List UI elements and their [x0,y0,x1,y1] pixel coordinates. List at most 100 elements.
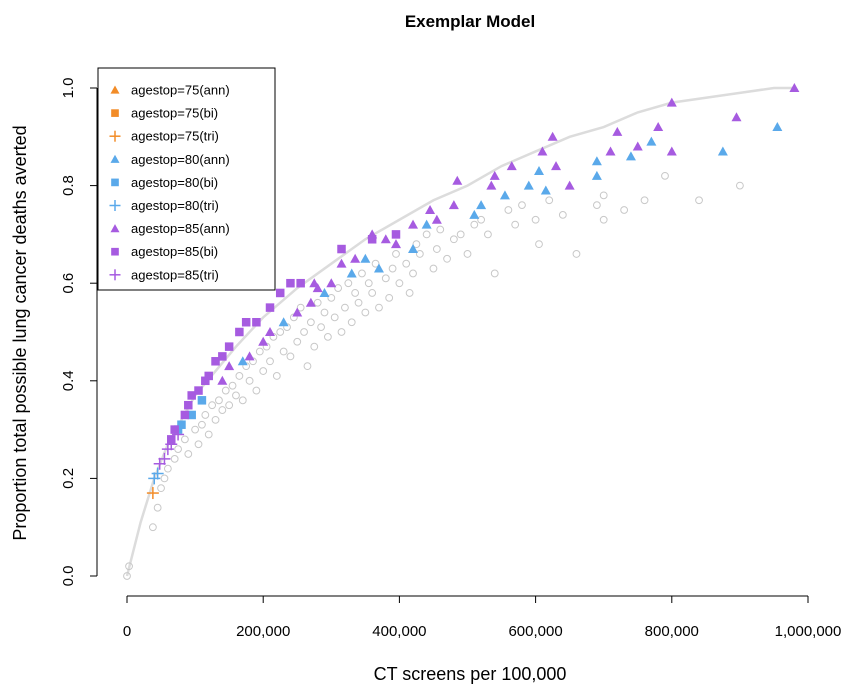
background-point [327,293,336,302]
background-point [347,318,356,327]
legend-item: agestop=85(ann) [110,221,230,236]
chart-title: Exemplar Model [405,12,535,31]
legend-marker [111,178,119,187]
data-point [666,146,677,156]
background-point [163,464,172,473]
background-point [125,562,133,571]
background-point [490,269,499,278]
background-point [259,367,268,375]
background-point [443,254,451,263]
background-point [293,337,302,346]
data-point [772,122,783,132]
background-point [351,289,360,297]
legend-marker [109,200,121,211]
background-point [640,196,649,205]
x-tick-label: 800,000 [645,623,699,640]
legend: agestop=75(ann) agestop=75(bi) agestop=75(… [97,67,276,291]
background-point [238,396,247,405]
y-tick-label: 0.6 [60,273,77,294]
background-point [255,347,264,356]
background-point [123,572,131,580]
data-point [431,214,442,224]
data-point [172,428,185,441]
legend-item: agestop=75(bi) [111,106,218,121]
data-point [380,234,391,244]
background-point [208,401,217,410]
background-point [303,362,312,371]
data-point [235,327,244,337]
background-point [184,450,193,458]
background-point [300,328,308,336]
legend-label: agestop=75(bi) [131,106,218,121]
y-tick-label: 1.0 [60,78,77,99]
data-point [278,317,289,327]
background-point [313,298,322,307]
data-point [547,131,558,141]
x-axis-label: CT screens per 100,000 [374,664,567,684]
background-point [330,313,339,322]
legend-marker [110,224,120,233]
data-point [218,352,227,361]
background-point [375,303,383,312]
data-point [421,219,432,229]
background-point [531,215,540,224]
data-point [789,83,800,92]
data-point [731,112,742,122]
data-point [265,303,275,312]
data-point [360,253,371,263]
data-point [244,351,255,361]
background-point [484,230,492,239]
data-point [187,391,196,400]
background-point [422,230,431,239]
background-point [388,264,397,273]
data-point [391,230,401,239]
background-point [228,381,237,390]
x-axis: 0 200,000 400,000 600,000 800,000 1,000,000 [123,595,841,640]
data-point [591,170,602,180]
y-tick-label: 0.4 [60,370,77,391]
background-point [449,235,458,244]
data-point [165,438,178,451]
data-point [224,361,235,371]
data-point [469,209,480,219]
background-point [215,396,223,405]
data-point [489,170,500,180]
data-point [612,126,623,136]
data-point [605,146,616,156]
legend-item: agestop=85(tri) [109,267,219,282]
x-tick-label: 200,000 [236,623,290,640]
background-point [310,342,319,351]
background-point [477,215,486,224]
background-point [368,289,377,297]
legend-marker [109,130,121,142]
data-point [350,253,361,263]
background-point [337,328,346,336]
background-point [599,191,608,200]
background-point [170,454,179,463]
data-point [476,200,487,210]
data-point [204,371,213,381]
data-point [551,161,562,171]
background-point [157,484,165,493]
background-point [695,196,703,205]
data-point [217,375,228,385]
series-points [146,83,800,500]
background-point [436,225,445,234]
background-point [191,425,200,434]
data-point [187,410,196,420]
x-tick-label: 0 [123,623,131,640]
background-point [317,323,325,332]
background-point [201,411,210,419]
background-point [272,372,281,380]
data-point [653,122,664,132]
data-point [448,200,459,210]
legend-box [97,67,276,291]
background-point [456,230,465,239]
background-point [180,435,189,444]
background-point [198,420,206,429]
data-point [337,244,346,254]
background-point [148,523,157,532]
background-point [736,181,744,190]
data-point [537,146,548,156]
data-point [452,175,463,185]
